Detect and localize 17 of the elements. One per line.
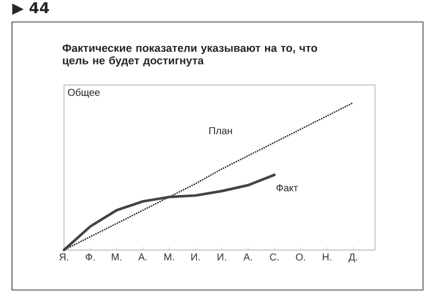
chart-title: Фактические показатели указывают на то, что цель не будет достигнута: [62, 44, 318, 67]
x-tick-label: А.: [243, 254, 252, 260]
x-tick-label: Я.: [59, 254, 68, 260]
x-tick-label: А.: [138, 254, 147, 260]
text: План: [209, 127, 232, 134]
x-tick-label: М.: [112, 254, 122, 260]
text: ▶ 44: [12, 2, 49, 15]
x-tick-label: Н.: [322, 254, 332, 260]
x-tick-label: И.: [191, 254, 200, 260]
series-label: Факт: [276, 184, 298, 192]
x-tick-label: С.: [270, 254, 278, 261]
y-axis-title: Общее: [68, 88, 100, 98]
x-tick-label: Ф.: [86, 254, 95, 260]
x-tick-label: О.: [296, 254, 306, 261]
x-tick-label: Д.: [348, 254, 358, 262]
x-tick-label: М.: [164, 254, 174, 260]
x-tick-label: И.: [218, 254, 226, 260]
